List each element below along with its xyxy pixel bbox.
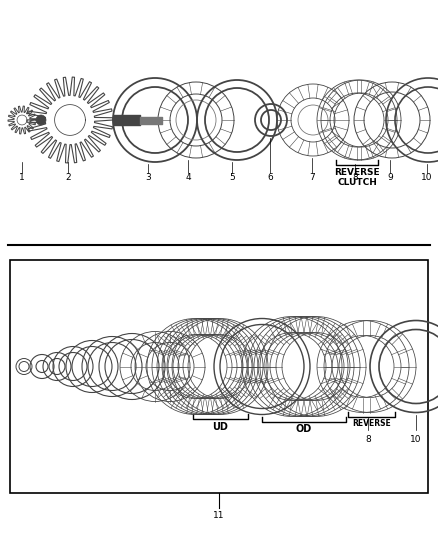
- Bar: [10, 260, 428, 493]
- Text: REVERSE
CLUTCH: REVERSE CLUTCH: [334, 168, 380, 188]
- Text: 8: 8: [365, 434, 371, 443]
- Text: 7: 7: [309, 174, 315, 182]
- Text: UD: UD: [212, 422, 229, 432]
- Text: 2: 2: [65, 174, 71, 182]
- Text: 10: 10: [421, 174, 433, 182]
- Text: 3: 3: [145, 174, 151, 182]
- Text: 5: 5: [229, 174, 235, 182]
- Text: 9: 9: [387, 174, 393, 182]
- Text: REVERSE: REVERSE: [352, 418, 391, 427]
- Text: 1: 1: [19, 174, 25, 182]
- Circle shape: [36, 115, 46, 125]
- Text: 10: 10: [410, 434, 422, 443]
- Text: 11: 11: [213, 511, 225, 520]
- Text: OD: OD: [296, 424, 312, 434]
- Text: 4: 4: [185, 174, 191, 182]
- Text: 6: 6: [267, 174, 273, 182]
- Text: 8: 8: [352, 174, 358, 182]
